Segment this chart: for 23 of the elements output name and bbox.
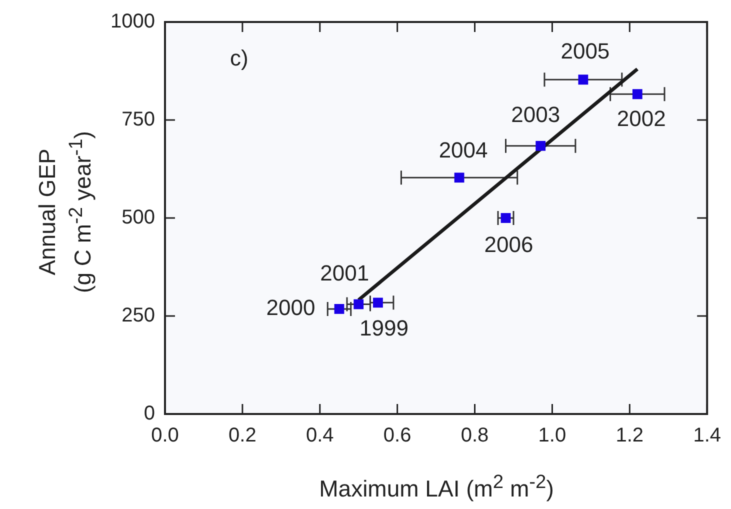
annotation: 2006 bbox=[484, 232, 534, 258]
x-tick-label: 0.8 bbox=[460, 424, 489, 447]
annotation: 2003 bbox=[511, 102, 560, 127]
annotation: 2004 bbox=[438, 138, 488, 163]
x-axis-title: Maximum LAI (m$^{2}$ m$^{-2}$) bbox=[318, 472, 555, 503]
annotation: 1999 bbox=[359, 316, 408, 341]
annotation: 2002 bbox=[616, 106, 666, 132]
annotation: 2000 bbox=[266, 295, 316, 320]
y-tick-label: 0 bbox=[144, 402, 155, 425]
y-tick-label: 750 bbox=[122, 108, 155, 131]
annotation: c) bbox=[230, 45, 248, 70]
x-tick-label: 1.4 bbox=[693, 424, 722, 447]
y-tick-label: 1000 bbox=[110, 10, 155, 33]
x-tick-label: 1.2 bbox=[616, 424, 644, 447]
y-tick-label: 500 bbox=[122, 206, 155, 229]
y-tick-label: 250 bbox=[122, 304, 155, 327]
x-tick-label: 0.6 bbox=[383, 424, 412, 447]
annotation: 2005 bbox=[560, 38, 610, 64]
x-tick-label: 0.4 bbox=[306, 424, 334, 447]
x-tick-label: 0.0 bbox=[151, 424, 179, 447]
x-tick-label: 0.2 bbox=[228, 424, 256, 447]
annotation: 2001 bbox=[320, 260, 370, 286]
x-tick-label: 1.0 bbox=[538, 424, 566, 447]
